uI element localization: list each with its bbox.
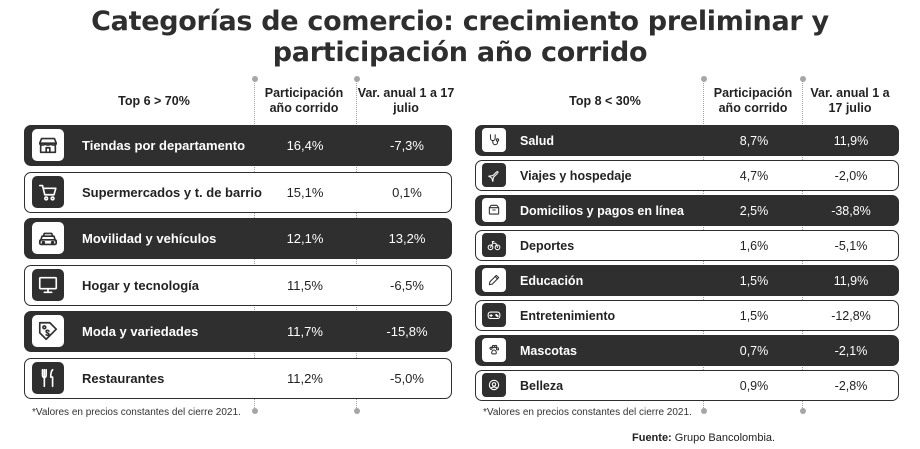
var-column-header: Var. anual 1 a 17 julio: [810, 86, 890, 115]
category-label: Salud: [520, 133, 555, 148]
table-row: Domicilios y pagos en línea 2,5% -38,8%: [475, 195, 899, 226]
var-value: 11,9%: [833, 133, 869, 148]
category-label: Deportes: [520, 238, 575, 253]
category-label: Hogar y tecnología: [82, 277, 200, 293]
footnote: *Valores en precios constantes del cierr…: [483, 407, 692, 418]
share-value: 1,6%: [739, 238, 769, 253]
pencil-icon: [482, 268, 506, 292]
separator-dot: [799, 76, 806, 82]
table-row: Supermercados y t. de barrio 15,1% 0,1%: [24, 171, 452, 213]
separator-dot: [799, 408, 806, 414]
table-row: Moda y variedades 11,7% -15,8%: [24, 311, 452, 352]
category-label: Educación: [520, 273, 584, 288]
table-row: Hogar y tecnología 11,5% -6,5%: [24, 264, 452, 306]
car-icon: [32, 222, 64, 254]
var-value: -38,8%: [831, 203, 871, 218]
category-label: Tiendas por departamento: [82, 138, 246, 153]
share-value: 11,2%: [287, 370, 323, 386]
footnote: *Valores en precios constantes del cierr…: [32, 407, 241, 418]
var-value: 0,1%: [392, 184, 422, 200]
monitor-icon: [32, 268, 64, 301]
table-row: Belleza 0,9% -2,8%: [475, 370, 899, 401]
shopping-cart-icon: [32, 175, 64, 208]
separator-dot: [353, 76, 360, 82]
table-row: Viajes y hospedaje 4,7% -2,0%: [475, 160, 899, 191]
var-value: -5,0%: [390, 370, 424, 386]
source-text: Grupo Bancolombia.: [674, 432, 776, 444]
share-column-header: Participación año corrido: [713, 86, 793, 115]
group-label-header: Top 8 < 30%: [569, 93, 641, 108]
category-label: Entretenimiento: [520, 308, 616, 323]
share-value: 1,5%: [739, 273, 769, 288]
share-value: 11,7%: [287, 324, 323, 339]
gamepad-icon: [482, 303, 506, 327]
category-label: Moda y variedades: [82, 324, 199, 339]
airplane-icon: [482, 163, 506, 187]
var-value: -5,1%: [834, 238, 868, 253]
paw-icon: [482, 338, 506, 362]
share-value: 16,4%: [286, 138, 324, 153]
source-label: Fuente:: [632, 432, 672, 444]
var-value: -12,8%: [831, 308, 871, 323]
title-line-1: Categorías de comercio: crecimiento prel…: [91, 6, 829, 37]
share-value: 11,5%: [287, 277, 323, 293]
source-note: Fuente: Grupo Bancolombia.: [632, 432, 775, 444]
table-row: Deportes 1,6% -5,1%: [475, 230, 899, 261]
beauty-mirror-icon: [482, 373, 506, 397]
var-value: -2,8%: [834, 378, 868, 393]
store-icon: [32, 129, 64, 161]
category-label: Restaurantes: [82, 370, 165, 386]
category-label: Domicilios y pagos en línea: [520, 203, 684, 218]
share-value: 8,7%: [739, 133, 769, 148]
table-row: Mascotas 0,7% -2,1%: [475, 335, 899, 366]
share-value: 0,9%: [739, 378, 769, 393]
share-value: 2,5%: [739, 203, 769, 218]
table-row: Educación 1,5% 11,9%: [475, 265, 899, 296]
separator-dot: [700, 408, 707, 414]
table-row: Movilidad y vehículos 12,1% 13,2%: [24, 218, 452, 259]
share-column-header: Participación año corrido: [264, 86, 344, 115]
bicycle-icon: [482, 233, 506, 257]
fork-knife-icon: [32, 361, 64, 394]
share-value: 4,7%: [739, 168, 769, 183]
var-value: 13,2%: [388, 231, 426, 246]
table-row: Salud 8,7% 11,9%: [475, 125, 899, 156]
category-label: Mascotas: [520, 343, 577, 358]
table-row: Restaurantes 11,2% -5,0%: [24, 357, 452, 399]
share-value: 15,1%: [286, 184, 324, 200]
table-row: Entretenimiento 1,5% -12,8%: [475, 300, 899, 331]
delivery-box-icon: [482, 198, 506, 222]
share-value: 1,5%: [739, 308, 769, 323]
table-row: Tiendas por departamento 16,4% -7,3%: [24, 125, 452, 166]
price-tag-icon: [32, 315, 64, 347]
share-value: 0,7%: [739, 343, 769, 358]
separator-dot: [251, 76, 258, 82]
title-line-2: participación año corrido: [272, 37, 648, 68]
category-label: Viajes y hospedaje: [520, 168, 632, 183]
stethoscope-icon: [482, 128, 506, 152]
category-label: Supermercados y t. de barrio: [82, 184, 262, 200]
var-value: -7,3%: [390, 138, 424, 153]
var-value: -6,5%: [390, 277, 424, 293]
var-column-header: Var. anual 1 a 17 julio: [357, 86, 455, 115]
separator-dot: [700, 76, 707, 82]
var-value: -2,0%: [834, 168, 868, 183]
group-label-header: Top 6 > 70%: [118, 93, 190, 108]
var-value: 11,9%: [833, 273, 869, 288]
var-value: -15,8%: [386, 324, 428, 339]
share-value: 12,1%: [286, 231, 324, 246]
separator-dot: [353, 408, 360, 414]
var-value: -2,1%: [834, 343, 868, 358]
chart-title: Categorías de comercio: crecimiento prel…: [0, 6, 920, 68]
category-label: Belleza: [520, 378, 564, 393]
category-label: Movilidad y vehículos: [82, 231, 217, 246]
separator-dot: [251, 408, 258, 414]
